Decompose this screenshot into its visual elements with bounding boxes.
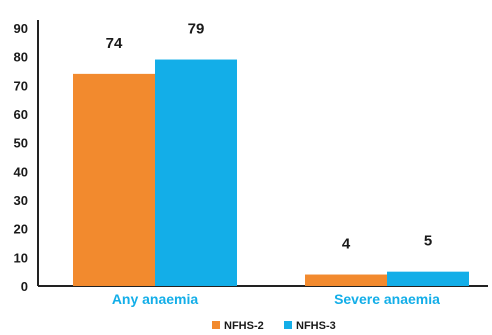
category-label: Any anaemia [112,291,199,307]
bar-nfhs-2-2 [305,274,387,286]
legend-swatch [284,321,292,329]
data-label: 79 [188,21,205,38]
data-label: 5 [424,233,432,250]
y-tick-label: 50 [14,136,28,151]
y-tick-label: 10 [14,250,28,265]
y-tick-label: 90 [14,21,28,36]
y-tick-label: 60 [14,107,28,122]
bar-nfhs-2-1 [73,73,155,286]
legend-label: NFHS-3 [296,320,336,332]
bar-nfhs-3-1 [155,59,237,287]
y-tick-label: 70 [14,78,28,93]
bar-nfhs-3-2 [387,271,469,286]
y-tick-label: 30 [14,193,28,208]
data-label: 4 [342,236,351,253]
legend-label: NFHS-2 [224,320,264,332]
data-label: 74 [106,35,123,52]
y-tick-label: 0 [21,279,28,294]
category-label: Severe anaemia [334,291,440,307]
y-tick-label: 80 [14,50,28,65]
y-tick-label: 20 [14,222,28,237]
legend-swatch [212,321,220,329]
y-tick-label: 40 [14,164,28,179]
